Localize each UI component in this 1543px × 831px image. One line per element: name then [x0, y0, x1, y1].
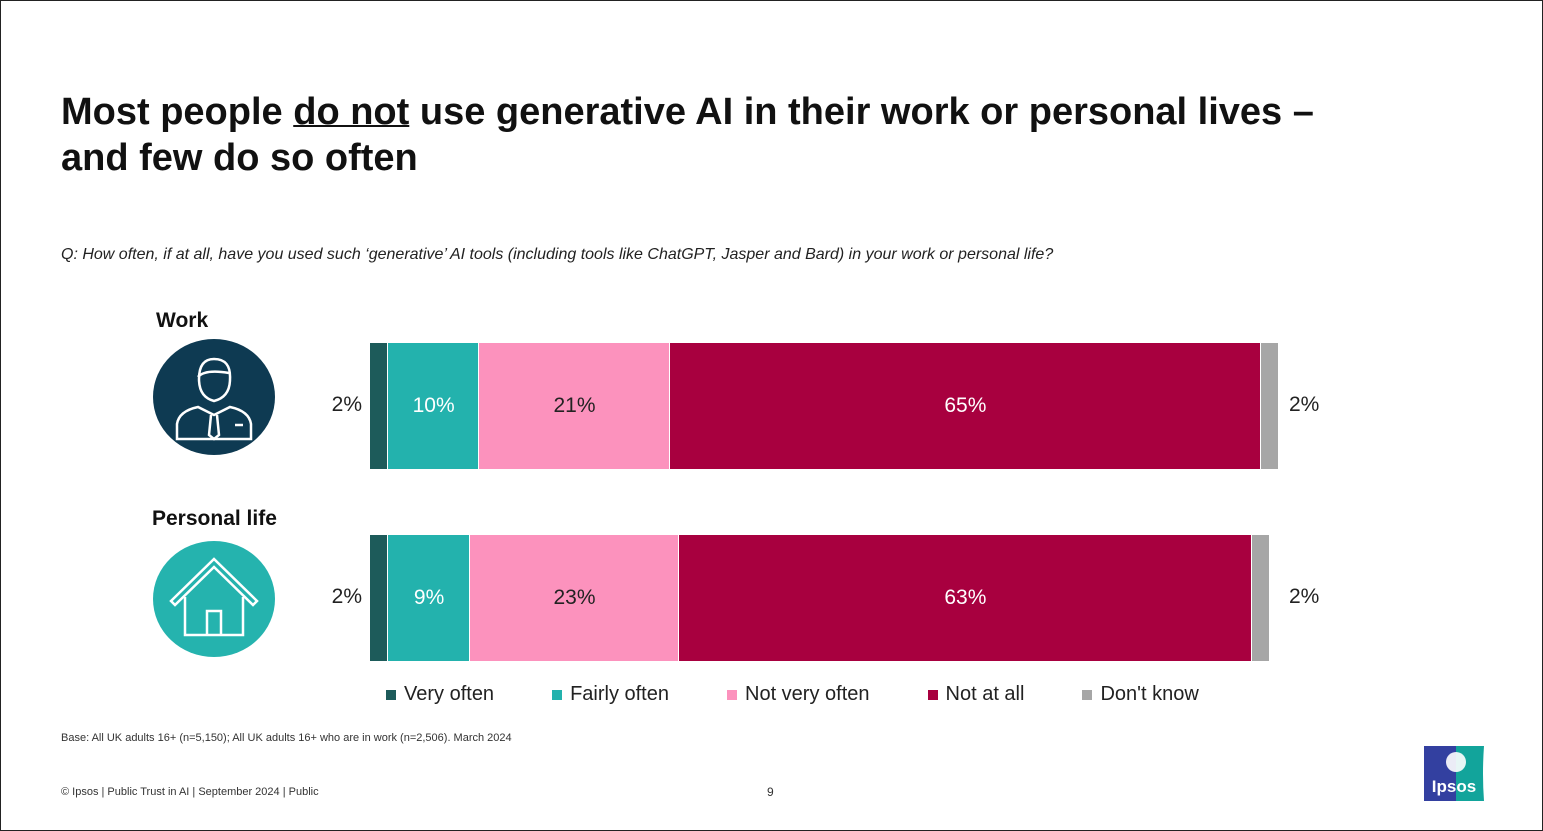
- question-text: Q: How often, if at all, have you used s…: [61, 246, 1054, 263]
- legend-swatch: [552, 689, 563, 700]
- legend-swatch: [727, 689, 737, 700]
- title-line2: and few do so often: [61, 137, 418, 179]
- legend-swatch: [386, 689, 396, 700]
- data-label: 10%: [412, 394, 455, 417]
- house-icon: [153, 541, 275, 657]
- data-label: 23%: [553, 586, 596, 609]
- bar-segment-fairly-often: [388, 343, 480, 469]
- data-label: 63%: [944, 586, 987, 609]
- data-label: 2%: [1289, 585, 1320, 608]
- data-label: 21%: [553, 394, 596, 417]
- data-label: 2%: [1289, 393, 1320, 416]
- legend-item: Not very often: [727, 683, 870, 706]
- bar-segment-not-at-all: [669, 343, 1261, 469]
- category-label: Work: [156, 309, 209, 332]
- bar-segment-very-often: [370, 535, 389, 661]
- bar-segment-not-very-often: [479, 343, 670, 469]
- bar-segment-very-often: [370, 343, 389, 469]
- title-underlined: do not: [293, 91, 410, 133]
- legend-item: Don't know: [1082, 683, 1199, 706]
- slide-title: Most people do not use generative AI in …: [61, 89, 1314, 181]
- legend-item: Very often: [386, 683, 494, 706]
- bar-segment-not-very-often: [469, 535, 680, 661]
- data-label: 65%: [944, 394, 987, 417]
- title-part: use generative AI in their work or perso…: [409, 91, 1314, 133]
- base-note: Base: All UK adults 16+ (n=5,150); All U…: [61, 732, 512, 744]
- page-number: 9: [767, 785, 774, 799]
- legend-label: Very often: [404, 683, 495, 705]
- bar-segment-don-t-know: [1260, 343, 1279, 469]
- title-part: Most people: [61, 91, 294, 133]
- bar-segment-fairly-often: [388, 535, 470, 661]
- legend-label: Don't know: [1100, 683, 1199, 705]
- category-label: Personal life: [152, 507, 277, 530]
- data-label: 2%: [331, 585, 362, 608]
- legend-item: Fairly often: [552, 683, 669, 706]
- legend-label: Not very often: [745, 683, 870, 705]
- ipsos-logo: Ipsos: [1424, 746, 1484, 801]
- legend-item: Not at all: [927, 683, 1025, 706]
- bar-segment-don-t-know: [1251, 535, 1270, 661]
- svg-text:Ipsos: Ipsos: [1432, 777, 1476, 796]
- bar-segment-not-at-all: [679, 535, 1252, 661]
- legend: Very often Fairly often Not very often Not …: [386, 683, 1257, 706]
- legend-label: Not at all: [945, 683, 1025, 705]
- footer: © Ipsos | Public Trust in AI | September…: [61, 786, 319, 798]
- legend-swatch: [927, 689, 938, 700]
- businessman-icon: [153, 339, 275, 455]
- legend-swatch: [1082, 689, 1093, 700]
- data-label: 9%: [413, 586, 445, 609]
- legend-label: Fairly often: [570, 683, 669, 705]
- data-label: 2%: [331, 393, 362, 416]
